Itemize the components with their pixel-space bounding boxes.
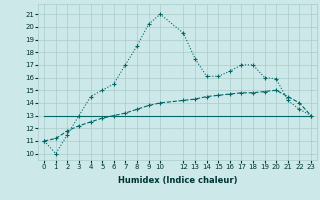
X-axis label: Humidex (Indice chaleur): Humidex (Indice chaleur) <box>118 176 237 185</box>
